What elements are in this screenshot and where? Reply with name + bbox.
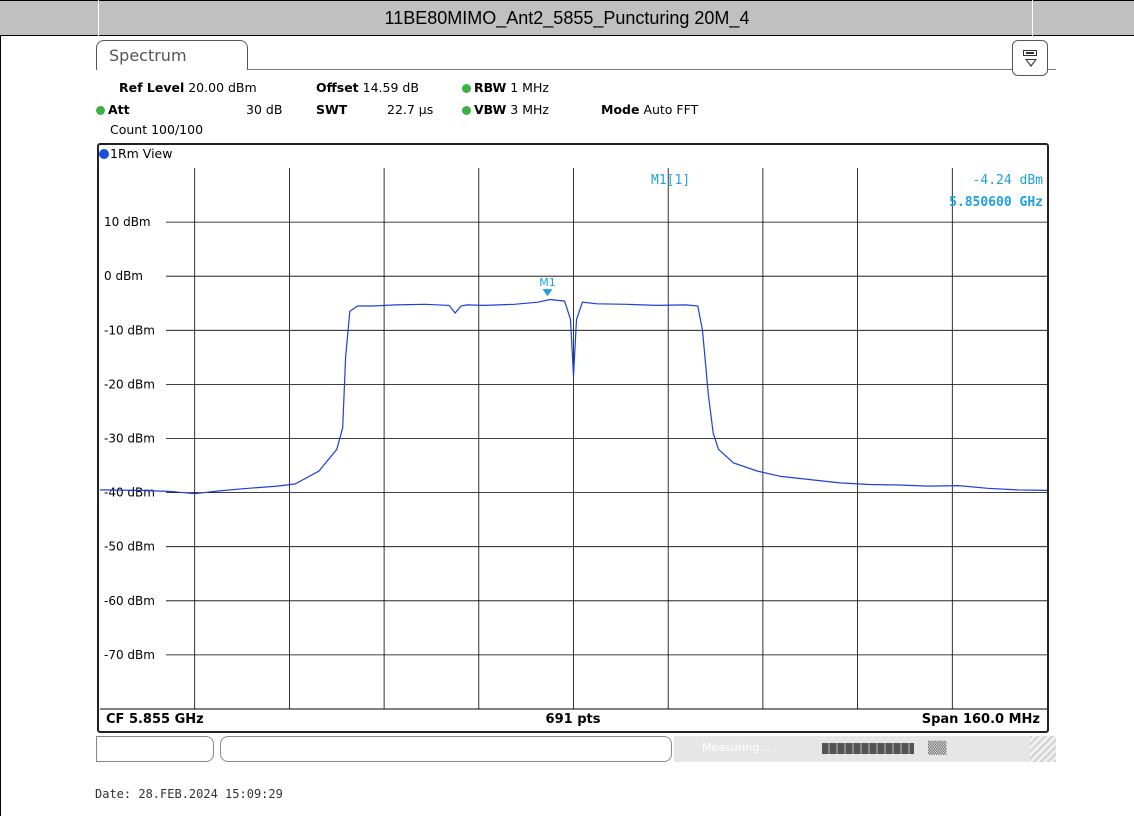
points-count: 691 pts [546, 712, 601, 727]
mode-setting: Mode Auto FFT [601, 102, 698, 117]
tab-baseline [248, 69, 1012, 70]
vbw-value: 3 MHz [510, 102, 549, 117]
marker-readout-freq: 5.850600 GHz [949, 195, 1043, 210]
measuring-text: Measuring... [702, 741, 770, 754]
swt-setting: SWT [316, 102, 347, 117]
att-value: 30 dB [246, 102, 283, 117]
marker-readout-level: -4.24 dBm [973, 173, 1044, 188]
tab-spectrum[interactable]: Spectrum [96, 40, 248, 70]
ref-level-label: Ref Level [119, 80, 185, 95]
tab-spectrum-label: Spectrum [109, 46, 187, 65]
y-tick-label: -40 dBm [104, 486, 155, 500]
swt-label: SWT [316, 102, 348, 117]
vbw-label: VBW [474, 102, 507, 117]
offset-value: 14.59 dB [362, 80, 419, 95]
swt-value: 22.7 µs [387, 102, 434, 117]
status-field-message [220, 736, 672, 762]
mode-value: Auto FFT [643, 102, 699, 117]
att-status-dot [96, 106, 105, 115]
display-config-button[interactable] [1012, 40, 1048, 76]
offset-label: Offset [316, 80, 359, 95]
view-indicator-icon [99, 149, 109, 159]
view-label: 1Rm View [99, 146, 172, 161]
marker-tag: M1 [539, 276, 556, 289]
y-tick-label: 0 dBm [104, 269, 143, 283]
measuring-progress-bar [822, 743, 914, 754]
timestamp: Date: 28.FEB.2024 15:09:29 [95, 787, 283, 801]
chevron-down-icon [1025, 59, 1037, 67]
trace-view [97, 143, 1049, 733]
vbw-status-dot [462, 106, 471, 115]
y-tick-label: 10 dBm [104, 215, 151, 229]
spectrum-trace [99, 298, 1048, 495]
display-bar-icon [1023, 50, 1037, 56]
title-divider-right [1032, 0, 1033, 36]
vbw-setting: VBW 3 MHz [462, 102, 549, 117]
att-label: Att [108, 102, 130, 117]
y-tick-label: -60 dBm [104, 594, 155, 608]
att-setting: Att [96, 102, 130, 117]
y-tick-label: -10 dBm [104, 323, 155, 337]
marker-triangle [542, 289, 553, 297]
marker-readout-label: M1[1] [651, 173, 690, 188]
title-divider-left [98, 0, 99, 36]
ref-level-setting: Ref Level 20.00 dBm [119, 80, 257, 95]
lxi-icon: ▒▒ [928, 741, 947, 755]
y-tick-label: -70 dBm [104, 648, 155, 662]
span-value: Span 160.0 MHz [922, 712, 1040, 727]
rbw-value: 1 MHz [510, 80, 549, 95]
y-tick-label: -20 dBm [104, 377, 155, 391]
tab-baseline-right [1048, 69, 1056, 70]
count-text: Count 100/100 [110, 122, 204, 137]
y-tick-label: -30 dBm [104, 432, 155, 446]
mode-label: Mode [601, 102, 640, 117]
plot-grid [166, 168, 1047, 709]
status-field-measuring: Measuring... ▒▒ [674, 736, 1056, 762]
rbw-status-dot [462, 84, 471, 93]
page-title: 11BE80MIMO_Ant2_5855_Puncturing 20M_4 [0, 0, 1134, 36]
title-text: 11BE80MIMO_Ant2_5855_Puncturing 20M_4 [384, 7, 750, 28]
ref-level-value: 20.00 dBm [188, 80, 257, 95]
resize-grip [1030, 736, 1056, 762]
view-label-text: 1Rm View [110, 146, 173, 161]
trace-markers: M1 [539, 276, 556, 297]
center-frequency: CF 5.855 GHz [106, 712, 204, 727]
y-tick-label: -50 dBm [104, 540, 155, 554]
rbw-label: RBW [474, 80, 507, 95]
status-field-left [96, 736, 214, 762]
y-axis-labels: 10 dBm 0 dBm -10 dBm -20 dBm -30 dBm -40 dBm -… [104, 215, 155, 662]
rbw-setting: RBW 1 MHz [462, 80, 549, 95]
offset-setting: Offset 14.59 dB [316, 80, 419, 95]
